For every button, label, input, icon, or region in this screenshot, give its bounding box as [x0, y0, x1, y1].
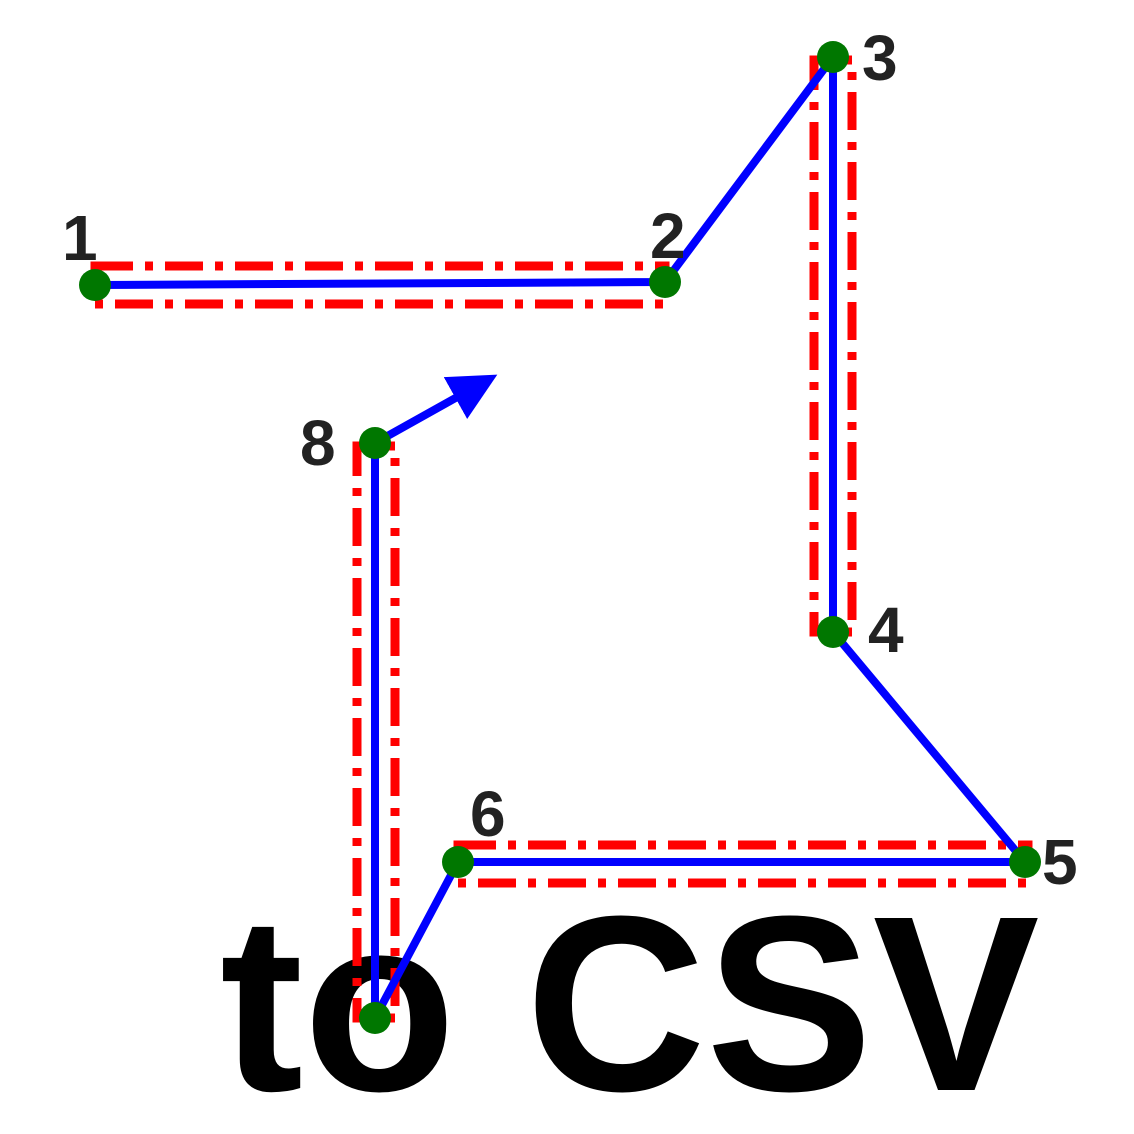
point-6 [442, 846, 474, 878]
point-label-4: 4 [868, 594, 904, 666]
point-8 [359, 427, 391, 459]
point-5 [1009, 846, 1041, 878]
point-2 [649, 266, 681, 298]
direction-arrow [373, 374, 498, 447]
caption-text: to CSV [220, 864, 1039, 1134]
point-labels: 1 2 3 4 5 6 8 [62, 22, 1078, 898]
point-3 [817, 41, 849, 73]
point-label-8: 8 [300, 407, 336, 479]
point-label-2: 2 [650, 200, 686, 272]
points [79, 41, 1041, 1034]
point-label-6: 6 [470, 778, 506, 850]
point-label-1: 1 [62, 202, 98, 274]
point-label-5: 5 [1042, 826, 1078, 898]
point-1 [79, 269, 111, 301]
point-7 [359, 1002, 391, 1034]
point-label-3: 3 [862, 22, 898, 94]
point-4 [817, 616, 849, 648]
path-line [94, 44, 1034, 1020]
